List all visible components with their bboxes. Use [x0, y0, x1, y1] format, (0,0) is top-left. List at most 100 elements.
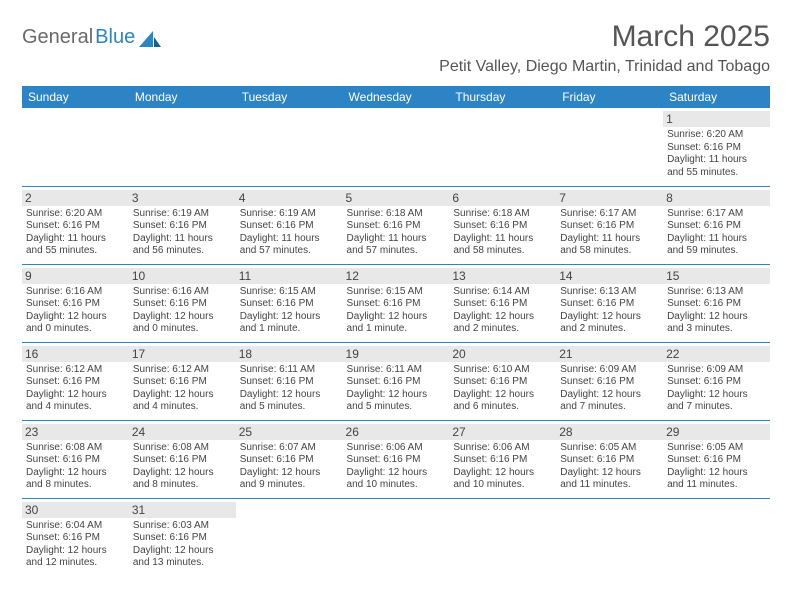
day-cell-15: 15Sunrise: 6:13 AMSunset: 6:16 PMDayligh…: [663, 264, 770, 342]
daylight: Daylight: 11 hours and 59 minutes.: [667, 233, 766, 258]
sunrise: Sunrise: 6:11 AM: [347, 364, 446, 377]
sunset: Sunset: 6:16 PM: [560, 298, 659, 311]
day-number: 7: [556, 190, 663, 206]
sunset: Sunset: 6:16 PM: [347, 220, 446, 233]
sunrise: Sunrise: 6:10 AM: [453, 364, 552, 377]
sunrise: Sunrise: 6:09 AM: [667, 364, 766, 377]
month-title: March 2025: [439, 20, 770, 54]
day-number: 21: [556, 346, 663, 362]
day-cell-12: 12Sunrise: 6:15 AMSunset: 6:16 PMDayligh…: [343, 264, 450, 342]
day-header-saturday: Saturday: [663, 86, 770, 108]
sunset: Sunset: 6:16 PM: [133, 298, 232, 311]
sunset: Sunset: 6:16 PM: [560, 454, 659, 467]
day-cell-13: 13Sunrise: 6:14 AMSunset: 6:16 PMDayligh…: [449, 264, 556, 342]
day-cell-empty: [129, 108, 236, 186]
day-info: Sunrise: 6:05 AMSunset: 6:16 PMDaylight:…: [560, 442, 659, 492]
daylight: Daylight: 12 hours and 11 minutes.: [667, 467, 766, 492]
sunset: Sunset: 6:16 PM: [240, 220, 339, 233]
sunrise: Sunrise: 6:16 AM: [26, 286, 125, 299]
day-cell-empty: [236, 498, 343, 576]
calendar-table: SundayMondayTuesdayWednesdayThursdayFrid…: [22, 86, 770, 576]
day-info: Sunrise: 6:06 AMSunset: 6:16 PMDaylight:…: [453, 442, 552, 492]
sunset: Sunset: 6:16 PM: [453, 220, 552, 233]
sunrise: Sunrise: 6:06 AM: [453, 442, 552, 455]
day-cell-22: 22Sunrise: 6:09 AMSunset: 6:16 PMDayligh…: [663, 342, 770, 420]
day-cell-31: 31Sunrise: 6:03 AMSunset: 6:16 PMDayligh…: [129, 498, 236, 576]
brand-logo: General Blue: [22, 26, 161, 49]
daylight: Daylight: 12 hours and 0 minutes.: [133, 311, 232, 336]
header: General Blue March 2025 Petit Valley, Di…: [22, 20, 770, 76]
day-cell-27: 27Sunrise: 6:06 AMSunset: 6:16 PMDayligh…: [449, 420, 556, 498]
sunset: Sunset: 6:16 PM: [667, 220, 766, 233]
daylight: Daylight: 12 hours and 5 minutes.: [240, 389, 339, 414]
day-cell-4: 4Sunrise: 6:19 AMSunset: 6:16 PMDaylight…: [236, 186, 343, 264]
sunset: Sunset: 6:16 PM: [26, 376, 125, 389]
day-info: Sunrise: 6:15 AMSunset: 6:16 PMDaylight:…: [347, 286, 446, 336]
day-cell-20: 20Sunrise: 6:10 AMSunset: 6:16 PMDayligh…: [449, 342, 556, 420]
daylight: Daylight: 12 hours and 12 minutes.: [26, 545, 125, 570]
daylight: Daylight: 12 hours and 13 minutes.: [133, 545, 232, 570]
daylight: Daylight: 11 hours and 57 minutes.: [347, 233, 446, 258]
sunrise: Sunrise: 6:05 AM: [560, 442, 659, 455]
sunrise: Sunrise: 6:04 AM: [26, 520, 125, 533]
daylight: Daylight: 12 hours and 7 minutes.: [560, 389, 659, 414]
day-number: 8: [663, 190, 770, 206]
sunrise: Sunrise: 6:18 AM: [347, 208, 446, 221]
sunrise: Sunrise: 6:13 AM: [560, 286, 659, 299]
day-cell-29: 29Sunrise: 6:05 AMSunset: 6:16 PMDayligh…: [663, 420, 770, 498]
sunset: Sunset: 6:16 PM: [240, 298, 339, 311]
sunset: Sunset: 6:16 PM: [453, 298, 552, 311]
daylight: Daylight: 12 hours and 9 minutes.: [240, 467, 339, 492]
day-cell-26: 26Sunrise: 6:06 AMSunset: 6:16 PMDayligh…: [343, 420, 450, 498]
daylight: Daylight: 12 hours and 8 minutes.: [26, 467, 125, 492]
daylight: Daylight: 11 hours and 58 minutes.: [560, 233, 659, 258]
sunset: Sunset: 6:16 PM: [240, 376, 339, 389]
day-number: 10: [129, 268, 236, 284]
daylight: Daylight: 12 hours and 11 minutes.: [560, 467, 659, 492]
sunrise: Sunrise: 6:15 AM: [240, 286, 339, 299]
daylight: Daylight: 11 hours and 57 minutes.: [240, 233, 339, 258]
day-cell-empty: [343, 498, 450, 576]
day-info: Sunrise: 6:15 AMSunset: 6:16 PMDaylight:…: [240, 286, 339, 336]
daylight: Daylight: 12 hours and 6 minutes.: [453, 389, 552, 414]
day-info: Sunrise: 6:18 AMSunset: 6:16 PMDaylight:…: [453, 208, 552, 258]
day-info: Sunrise: 6:13 AMSunset: 6:16 PMDaylight:…: [560, 286, 659, 336]
sunrise: Sunrise: 6:20 AM: [667, 129, 766, 142]
sunrise: Sunrise: 6:13 AM: [667, 286, 766, 299]
daylight: Daylight: 12 hours and 1 minute.: [240, 311, 339, 336]
brand-blue: Blue: [95, 26, 135, 49]
brand-general: General: [22, 26, 93, 49]
day-number: 28: [556, 424, 663, 440]
day-info: Sunrise: 6:14 AMSunset: 6:16 PMDaylight:…: [453, 286, 552, 336]
day-cell-5: 5Sunrise: 6:18 AMSunset: 6:16 PMDaylight…: [343, 186, 450, 264]
day-number: 1: [663, 111, 770, 127]
day-cell-23: 23Sunrise: 6:08 AMSunset: 6:16 PMDayligh…: [22, 420, 129, 498]
day-cell-7: 7 Sunrise: 6:17 AMSunset: 6:16 PMDaylight…: [556, 186, 663, 264]
day-cell-empty: [343, 108, 450, 186]
daylight: Daylight: 12 hours and 0 minutes.: [26, 311, 125, 336]
sunset: Sunset: 6:16 PM: [453, 376, 552, 389]
sunset: Sunset: 6:16 PM: [133, 376, 232, 389]
week-row: 2Sunrise: 6:20 AMSunset: 6:16 PMDaylight…: [22, 186, 770, 264]
day-number: 31: [129, 502, 236, 518]
day-number: 17: [129, 346, 236, 362]
day-cell-24: 24Sunrise: 6:08 AMSunset: 6:16 PMDayligh…: [129, 420, 236, 498]
day-info: Sunrise: 6:17 AMSunset: 6:16 PMDaylight:…: [560, 208, 659, 258]
daylight: Daylight: 12 hours and 7 minutes.: [667, 389, 766, 414]
day-info: Sunrise: 6:05 AMSunset: 6:16 PMDaylight:…: [667, 442, 766, 492]
sunset: Sunset: 6:16 PM: [667, 454, 766, 467]
day-number: 2: [22, 190, 129, 206]
day-info: Sunrise: 6:06 AMSunset: 6:16 PMDaylight:…: [347, 442, 446, 492]
day-header-friday: Friday: [556, 86, 663, 108]
daylight: Daylight: 12 hours and 1 minute.: [347, 311, 446, 336]
sunrise: Sunrise: 6:15 AM: [347, 286, 446, 299]
daylight: Daylight: 12 hours and 10 minutes.: [347, 467, 446, 492]
day-cell-empty: [663, 498, 770, 576]
daylight: Daylight: 11 hours and 55 minutes.: [26, 233, 125, 258]
day-cell-3: 3Sunrise: 6:19 AMSunset: 6:16 PMDaylight…: [129, 186, 236, 264]
day-info: Sunrise: 6:17 AMSunset: 6:16 PMDaylight:…: [667, 208, 766, 258]
day-info: Sunrise: 6:12 AMSunset: 6:16 PMDaylight:…: [133, 364, 232, 414]
day-cell-2: 2Sunrise: 6:20 AMSunset: 6:16 PMDaylight…: [22, 186, 129, 264]
day-cell-16: 16Sunrise: 6:12 AMSunset: 6:16 PMDayligh…: [22, 342, 129, 420]
sunset: Sunset: 6:16 PM: [560, 220, 659, 233]
